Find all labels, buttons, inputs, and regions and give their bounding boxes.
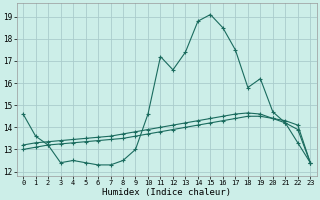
X-axis label: Humidex (Indice chaleur): Humidex (Indice chaleur) (102, 188, 231, 197)
